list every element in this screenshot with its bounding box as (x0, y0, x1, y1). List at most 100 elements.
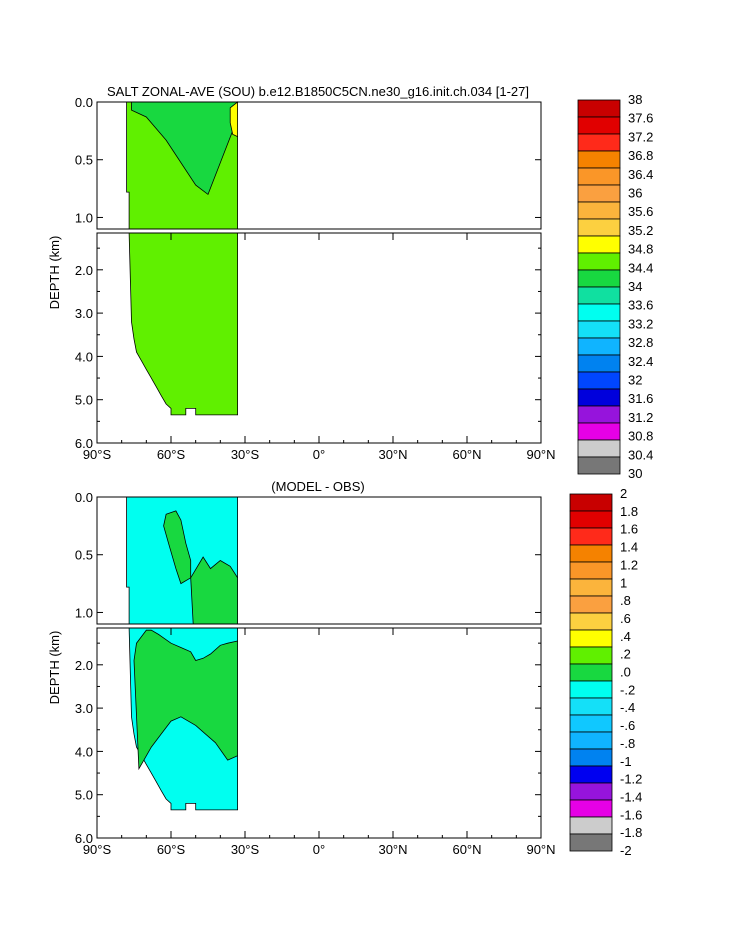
colorbar-label: -1.8 (620, 825, 642, 840)
colorbar-label: 37.2 (628, 129, 653, 144)
colorbar-label: -1.4 (620, 789, 642, 804)
colorbar-label: 30.4 (628, 447, 653, 462)
y-tick-label: 3.0 (75, 701, 93, 716)
colorbar-label: .8 (620, 593, 631, 608)
colorbar-swatch (577, 456, 621, 475)
x-tick-label: 30°S (231, 842, 260, 857)
colorbar-label: 33.2 (628, 316, 653, 331)
colorbar-swatch (569, 663, 613, 682)
x-tick-label: 0° (313, 842, 325, 857)
colorbar-label: .0 (620, 665, 631, 680)
colorbar-label: 31.2 (628, 410, 653, 425)
colorbar-swatch (569, 680, 613, 699)
colorbar-label: 1 (620, 575, 627, 590)
colorbar-swatch (577, 320, 621, 339)
x-tick-label: 90°S (83, 842, 112, 857)
lower-region-fill-34.4-34.8 (128, 232, 239, 416)
colorbar-swatch (577, 354, 621, 373)
colorbar-label: 36.8 (628, 148, 653, 163)
colorbar-label: 31.6 (628, 391, 653, 406)
colorbar-label: -1.6 (620, 807, 642, 822)
colorbar-swatch (577, 422, 621, 441)
colorbar-label: -2 (620, 843, 632, 858)
colorbar-swatch (569, 578, 613, 597)
bottom-colorbar: 21.81.61.41.21.8.6.4.2.0-.2-.4-.6-.8-1-1… (569, 486, 642, 858)
colorbar-swatch (577, 218, 621, 237)
y-tick-label: 2.0 (75, 658, 93, 673)
colorbar-swatch (577, 235, 621, 254)
colorbar-label: -.4 (620, 700, 635, 715)
colorbar-swatch (569, 714, 613, 733)
colorbar-swatch (577, 439, 621, 458)
colorbar-label: -.8 (620, 736, 635, 751)
colorbar-swatch (577, 388, 621, 407)
colorbar-swatch (569, 833, 613, 852)
colorbar-label: 1.8 (620, 504, 638, 519)
colorbar-label: .4 (620, 629, 631, 644)
colorbar-swatch (577, 303, 621, 322)
colorbar-swatch (569, 510, 613, 529)
colorbar-swatch (569, 782, 613, 801)
colorbar-swatch (577, 116, 621, 135)
y-tick-label: 0.5 (75, 153, 93, 168)
colorbar-label: 1.4 (620, 540, 638, 555)
x-tick-label: 90°N (526, 447, 555, 462)
x-tick-label: 0° (313, 447, 325, 462)
colorbar-swatch (577, 99, 621, 118)
colorbar-swatch (569, 544, 613, 563)
colorbar-label: 34 (628, 279, 642, 294)
colorbar-swatch (569, 765, 613, 784)
colorbar-swatch (569, 612, 613, 631)
colorbar-swatch (577, 150, 621, 169)
y-tick-label: 3.0 (75, 306, 93, 321)
colorbar-label: 36.4 (628, 167, 653, 182)
colorbar-swatch (577, 405, 621, 424)
colorbar-label: 35.2 (628, 223, 653, 238)
y-tick-label: 0.0 (75, 490, 93, 505)
y-tick-label: 6.0 (75, 436, 93, 451)
colorbar-swatch (577, 269, 621, 288)
x-tick-label: 60°N (452, 842, 481, 857)
y-tick-label: 4.0 (75, 744, 93, 759)
y-tick-label: 2.0 (75, 263, 93, 278)
colorbar-swatch (577, 337, 621, 356)
top-colorbar: 38 37.6 37.2 36.8 36.4 36 35.6 35.2 34.8 34.4 34 33… (577, 92, 653, 481)
colorbar-label: 37.6 (628, 111, 653, 126)
colorbar-label: .6 (620, 611, 631, 626)
x-tick-label: 90°S (83, 447, 112, 462)
x-tick-label: 60°S (157, 447, 186, 462)
colorbar-swatch (569, 816, 613, 835)
colorbar-label: 38 (628, 92, 642, 107)
y-tick-label: 1.0 (75, 605, 93, 620)
colorbar-label: 32 (628, 373, 642, 388)
bottom-panel: (MODEL - OBS) 0.00.51.02.03.04.05.06.090… (47, 479, 642, 858)
colorbar-swatch (577, 167, 621, 186)
colorbar-label: 34.4 (628, 260, 653, 275)
x-tick-label: 30°N (378, 447, 407, 462)
colorbar-label: 30 (628, 466, 642, 481)
y-axis-label: DEPTH (km) (47, 631, 62, 705)
top-chart-title: SALT ZONAL-AVE (SOU) b.e12.B1850C5CN.ne3… (107, 84, 529, 99)
upper-frame (96, 496, 542, 625)
y-axis-label: DEPTH (km) (47, 236, 62, 310)
colorbar-label: 1.2 (620, 557, 638, 572)
upper-frame (96, 101, 542, 230)
colorbar-label: 34.8 (628, 242, 653, 257)
colorbar-label: 2 (620, 486, 627, 501)
colorbar-label: 32.4 (628, 354, 653, 369)
top-plot-area: 0.0 0.5 1.0 2.0 3.0 4.0 5.0 6.090°S 60°S 30°S 0° 30… (47, 95, 556, 462)
colorbar-label: -.6 (620, 718, 635, 733)
colorbar-label: 33.6 (628, 298, 653, 313)
colorbar-label: 1.6 (620, 522, 638, 537)
colorbar-label: 35.6 (628, 204, 653, 219)
colorbar-swatch (569, 646, 613, 665)
colorbar-swatch (569, 493, 613, 512)
y-tick-label: 0.5 (75, 548, 93, 563)
upper-region-fill-0.0-0.2 (190, 556, 239, 625)
x-tick-label: 60°S (157, 842, 186, 857)
colorbar-swatch (569, 748, 613, 767)
colorbar-label: -.2 (620, 682, 635, 697)
y-tick-label: 4.0 (75, 349, 93, 364)
y-tick-label: 5.0 (75, 393, 93, 408)
colorbar-label: 36 (628, 186, 642, 201)
